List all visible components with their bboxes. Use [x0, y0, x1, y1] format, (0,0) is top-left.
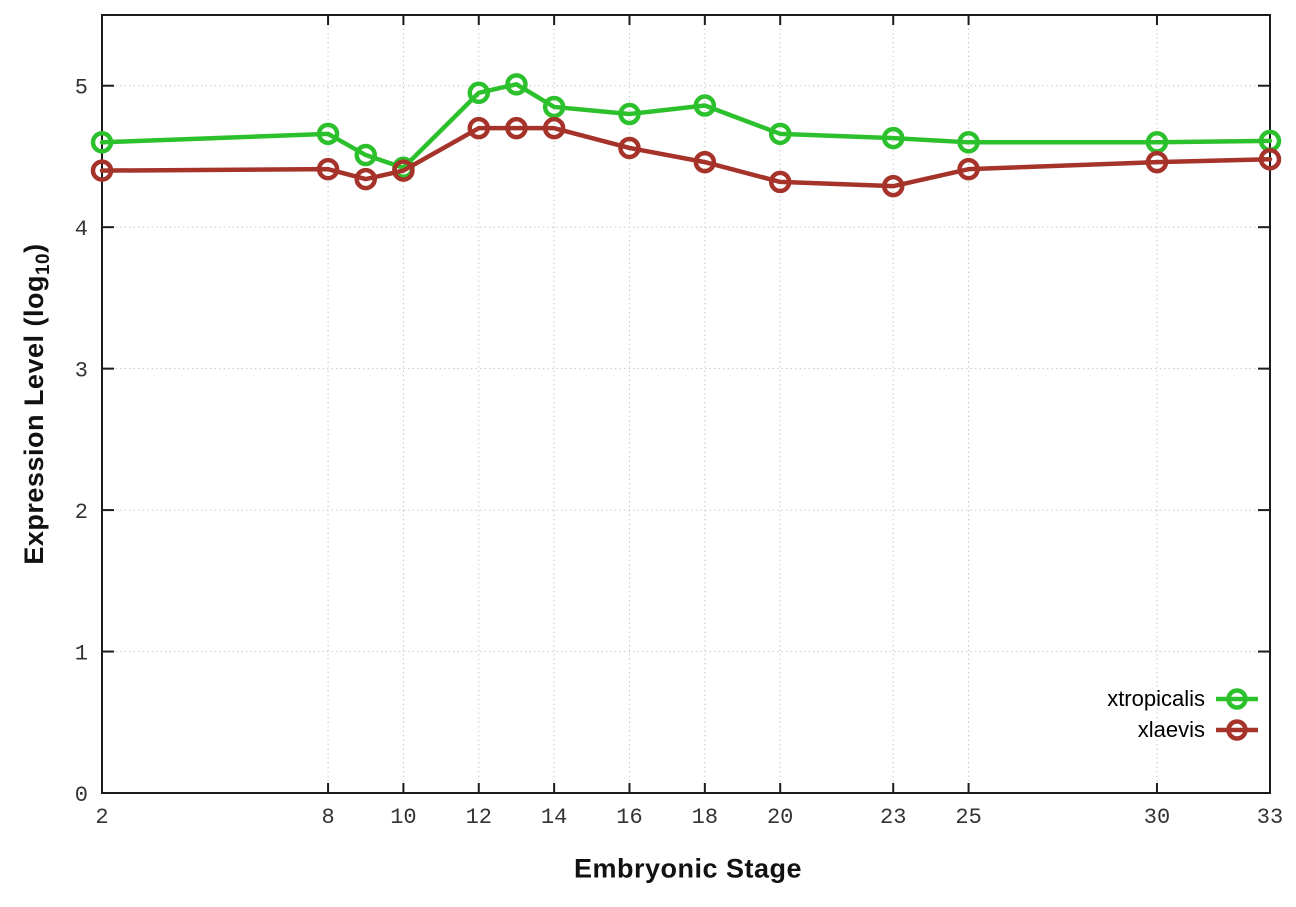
series-line-xlaevis — [99, 125, 1273, 189]
data-point-xlaevis — [693, 150, 717, 174]
data-point-xlaevis — [1258, 148, 1282, 171]
data-point-xlaevis — [392, 159, 415, 182]
y-axis-title-subscript: 10 — [33, 252, 55, 276]
x-tick-label: 33 — [1257, 805, 1283, 830]
series-line-xtropicalis — [99, 82, 1273, 171]
x-tick-label: 20 — [767, 805, 793, 830]
x-tick-label: 10 — [390, 805, 416, 830]
x-tick-label: 14 — [541, 805, 567, 830]
data-point-xlaevis — [542, 116, 566, 140]
x-tick-label: 16 — [616, 805, 642, 830]
x-axis-title: Embryonic Stage — [573, 853, 803, 884]
data-point-xlaevis — [957, 157, 980, 181]
data-point-xlaevis — [505, 116, 528, 140]
x-tick-label: 18 — [692, 805, 718, 830]
data-point-xtropicalis — [618, 102, 641, 126]
x-tick-label: 23 — [880, 805, 906, 830]
data-point-xtropicalis — [957, 131, 980, 154]
x-tick-label: 30 — [1144, 805, 1170, 830]
legend-line-marker-icon — [1216, 688, 1258, 710]
data-point-xlaevis — [467, 116, 491, 140]
x-tick-label: 8 — [321, 805, 334, 830]
data-point-xtropicalis — [768, 122, 792, 146]
data-point-xtropicalis — [542, 95, 566, 119]
data-point-xtropicalis — [881, 126, 905, 150]
y-axis-title-close: ) — [18, 243, 49, 253]
plot-border — [101, 14, 1271, 794]
legend-item-xtropicalis: xtropicalis — [1107, 685, 1260, 713]
data-point-xtropicalis — [467, 81, 491, 105]
legend-label-xlaevis: xlaevis — [1137, 717, 1205, 742]
y-tick-label: 1 — [75, 642, 88, 667]
y-tick-label: 3 — [75, 359, 88, 384]
y-axis-title: Expression Level (log10) — [19, 243, 55, 564]
x-tick-label: 2 — [95, 805, 108, 830]
y-tick-label: 5 — [75, 76, 88, 101]
y-tick-label: 4 — [75, 217, 88, 242]
data-point-xlaevis — [354, 167, 377, 191]
legend-item-xlaevis: xlaevis — [1138, 716, 1260, 744]
data-point-xtropicalis — [693, 94, 717, 117]
legend: xtropicalis xlaevis — [1107, 685, 1260, 744]
y-tick-label: 2 — [75, 500, 88, 525]
data-point-xlaevis — [768, 170, 792, 194]
data-point-xtropicalis — [316, 122, 340, 146]
data-point-xlaevis — [618, 136, 641, 160]
data-point-xlaevis — [90, 159, 114, 182]
legend-label-xtropicalis: xtropicalis — [1107, 686, 1205, 711]
x-tick-label: 25 — [955, 805, 981, 830]
y-axis-title-text: Expression Level (log — [18, 275, 49, 565]
legend-line-marker-icon — [1216, 719, 1258, 741]
x-tick-label: 12 — [466, 805, 492, 830]
y-tick-label: 0 — [75, 783, 88, 808]
data-point-xtropicalis — [90, 131, 114, 154]
data-point-xlaevis — [881, 174, 905, 198]
data-point-xtropicalis — [505, 73, 528, 96]
data-point-xlaevis — [1145, 150, 1169, 174]
data-point-xtropicalis — [354, 143, 377, 167]
data-point-xlaevis — [316, 157, 340, 181]
